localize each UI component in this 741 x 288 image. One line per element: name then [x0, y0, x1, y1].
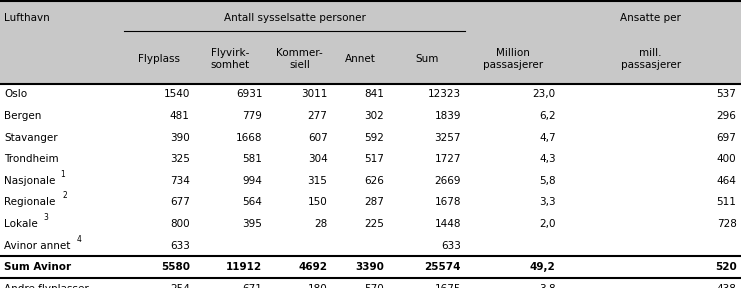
Text: 150: 150 [308, 197, 328, 207]
Text: 633: 633 [441, 240, 461, 251]
Text: 537: 537 [717, 89, 737, 99]
Text: 390: 390 [170, 132, 190, 143]
Text: 994: 994 [242, 176, 262, 186]
Text: Million
passasjerer: Million passasjerer [482, 48, 543, 70]
Text: 296: 296 [717, 111, 737, 121]
Text: 517: 517 [364, 154, 384, 164]
Text: 3257: 3257 [434, 132, 461, 143]
Text: 4: 4 [77, 234, 82, 244]
Bar [0, 1, 741, 84]
Text: 12323: 12323 [428, 89, 461, 99]
Text: Annet: Annet [345, 54, 376, 64]
Text: Ansatte per: Ansatte per [620, 13, 681, 23]
Text: 287: 287 [364, 197, 384, 207]
Text: 1727: 1727 [434, 154, 461, 164]
Text: 570: 570 [364, 284, 384, 288]
Text: 23,0: 23,0 [533, 89, 556, 99]
Text: Lokale: Lokale [4, 219, 39, 229]
Text: Sum: Sum [415, 54, 439, 64]
Text: 28: 28 [314, 219, 328, 229]
Text: 1668: 1668 [236, 132, 262, 143]
Text: 779: 779 [242, 111, 262, 121]
Text: 728: 728 [717, 219, 737, 229]
Text: 564: 564 [242, 197, 262, 207]
Text: 671: 671 [242, 284, 262, 288]
Text: Bergen: Bergen [4, 111, 41, 121]
Text: Regionale: Regionale [4, 197, 56, 207]
Text: Trondheim: Trondheim [4, 154, 59, 164]
Text: Lufthavn: Lufthavn [4, 13, 50, 23]
Text: 464: 464 [717, 176, 737, 186]
Text: 3011: 3011 [301, 89, 328, 99]
Text: 520: 520 [715, 262, 737, 272]
Text: 3,3: 3,3 [539, 197, 556, 207]
Text: 3390: 3390 [355, 262, 384, 272]
Text: 49,2: 49,2 [530, 262, 556, 272]
Text: 304: 304 [308, 154, 328, 164]
Text: 1675: 1675 [434, 284, 461, 288]
Text: 3: 3 [43, 213, 48, 222]
Text: 6,2: 6,2 [539, 111, 556, 121]
Text: 325: 325 [170, 154, 190, 164]
Text: 1540: 1540 [163, 89, 190, 99]
Text: 254: 254 [170, 284, 190, 288]
Text: 277: 277 [308, 111, 328, 121]
Text: 4,3: 4,3 [539, 154, 556, 164]
Text: 481: 481 [170, 111, 190, 121]
Text: 11912: 11912 [226, 262, 262, 272]
Text: Antall sysselsatte personer: Antall sysselsatte personer [224, 13, 366, 23]
Text: Sum Avinor: Sum Avinor [4, 262, 72, 272]
Text: mill.
passasjerer: mill. passasjerer [620, 48, 681, 70]
Text: 633: 633 [170, 240, 190, 251]
Text: 315: 315 [308, 176, 328, 186]
Text: 734: 734 [170, 176, 190, 186]
Text: 511: 511 [717, 197, 737, 207]
Text: Flyplass: Flyplass [139, 54, 180, 64]
Text: 2,0: 2,0 [539, 219, 556, 229]
Text: 592: 592 [364, 132, 384, 143]
Text: 581: 581 [242, 154, 262, 164]
Text: Avinor annet: Avinor annet [4, 240, 71, 251]
Text: 6931: 6931 [236, 89, 262, 99]
Text: 2: 2 [62, 191, 67, 200]
Text: 677: 677 [170, 197, 190, 207]
Text: 1: 1 [60, 170, 64, 179]
Text: 302: 302 [364, 111, 384, 121]
Text: Oslo: Oslo [4, 89, 27, 99]
Text: 5,8: 5,8 [539, 176, 556, 186]
Text: 626: 626 [364, 176, 384, 186]
Text: Kommer-
siell: Kommer- siell [276, 48, 323, 70]
Text: 841: 841 [364, 89, 384, 99]
Text: 180: 180 [308, 284, 328, 288]
Text: 1678: 1678 [434, 197, 461, 207]
Text: 438: 438 [717, 284, 737, 288]
Text: 395: 395 [242, 219, 262, 229]
Text: Andre flyplasser: Andre flyplasser [4, 284, 89, 288]
Text: Flyvirk-
somhet: Flyvirk- somhet [211, 48, 250, 70]
Text: 225: 225 [364, 219, 384, 229]
Text: 607: 607 [308, 132, 328, 143]
Text: 4,7: 4,7 [539, 132, 556, 143]
Text: 5580: 5580 [161, 262, 190, 272]
Text: 2669: 2669 [434, 176, 461, 186]
Text: 1448: 1448 [434, 219, 461, 229]
Text: 4692: 4692 [299, 262, 328, 272]
Text: 25574: 25574 [425, 262, 461, 272]
Text: Stavanger: Stavanger [4, 132, 58, 143]
Text: Nasjonale: Nasjonale [4, 176, 56, 186]
Text: 800: 800 [170, 219, 190, 229]
Text: 1839: 1839 [434, 111, 461, 121]
Text: 3,8: 3,8 [539, 284, 556, 288]
Text: 400: 400 [717, 154, 737, 164]
Text: 697: 697 [717, 132, 737, 143]
